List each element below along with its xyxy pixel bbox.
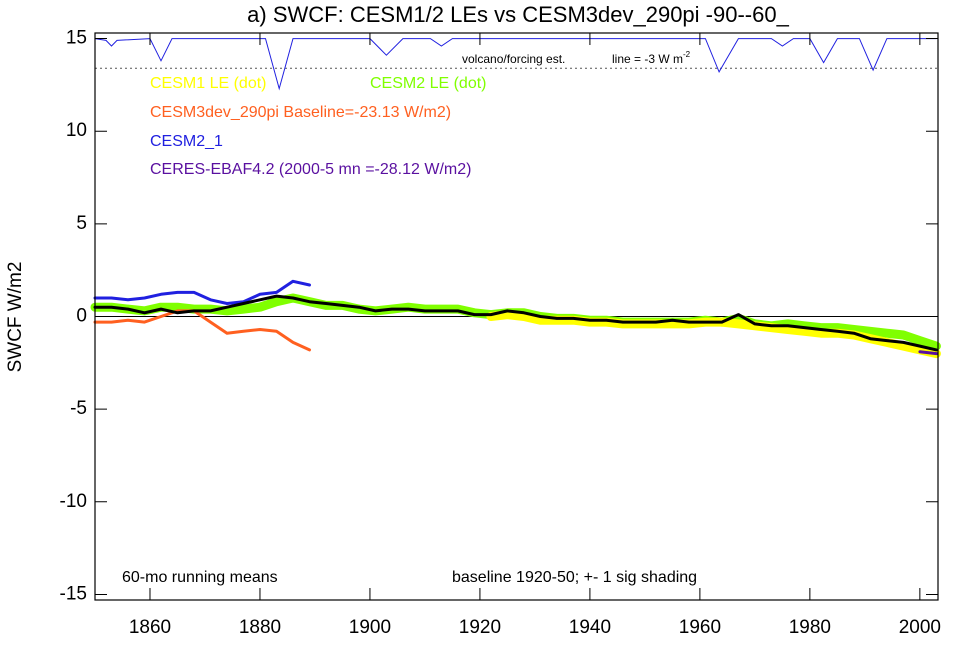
forcing-line [94,38,937,91]
legend-entry: CERES-EBAF4.2 (2000-5 mn =-28.12 W/m2) [150,161,471,178]
x-tick-label: 1980 [789,617,831,638]
forcing-ref-label: line = -3 W m-2 [612,50,691,66]
y-tick-label: 0 [76,306,87,327]
forcing-ref-text: line = -3 W m [612,52,683,66]
chart-title: a) SWCF: CESM1/2 LEs vs CESM3dev_290pi -… [247,2,789,27]
legend-entry: CESM2 LE (dot) [370,75,486,92]
x-tick-label: 1940 [569,617,611,638]
y-tick-label: -15 [60,583,87,604]
forcing-ref-sup: -2 [683,50,691,59]
x-tick-label: 1880 [239,617,281,638]
shading-band [90,293,941,351]
y-tick-label: 15 [66,28,87,49]
legend-entry: CESM1 LE (dot) [150,75,266,92]
y-tick-label: 10 [66,120,87,141]
x-tick-label: 1900 [349,617,391,638]
shading-band [486,310,941,359]
series-line [93,309,311,352]
legend-entry: CESM3dev_290pi Baseline=-23.13 W/m2) [150,104,451,121]
forcing-label: volcano/forcing est. [462,52,565,66]
x-tick-label: 2000 [899,617,941,638]
note: baseline 1920-50; +- 1 sig shading [452,569,697,586]
series-line [93,294,938,352]
y-tick-label: 5 [76,213,87,234]
series-line [918,350,938,356]
x-tick-label: 1920 [459,617,501,638]
y-axis-label: SWCF W/m2 [5,262,26,373]
legend-entry: CESM2_1 [150,133,223,150]
x-tick-label: 1960 [679,617,721,638]
x-tick-label: 1860 [129,617,171,638]
note: 60-mo running means [122,569,278,586]
y-tick-label: -10 [60,491,87,512]
y-tick-label: -5 [70,398,87,419]
series-line [93,279,311,305]
